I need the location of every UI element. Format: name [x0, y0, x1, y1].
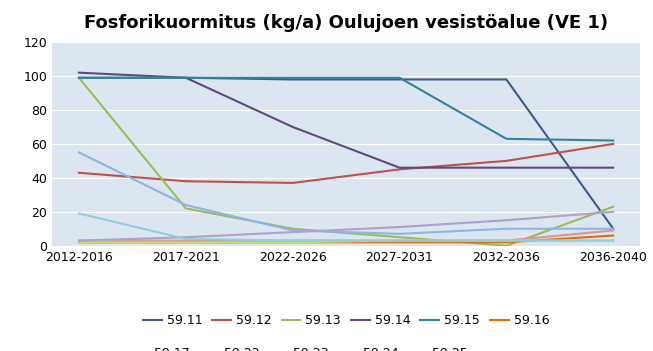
59.13: [609, 205, 617, 209]
Line: 59.12: 59.12: [79, 144, 613, 183]
59.13: [502, 244, 510, 248]
59.16: [75, 240, 83, 244]
59.23: [502, 239, 510, 243]
59.22: [396, 239, 404, 243]
59.17: [75, 150, 83, 154]
59.23: [75, 240, 83, 244]
59.23: [396, 239, 404, 243]
59.13: [396, 235, 404, 239]
Line: 59.22: 59.22: [79, 230, 613, 241]
59.24: [75, 239, 83, 243]
59.24: [289, 230, 296, 234]
59.22: [609, 228, 617, 232]
59.12: [609, 142, 617, 146]
59.17: [396, 232, 404, 236]
59.14: [502, 166, 510, 170]
59.25: [182, 237, 190, 241]
59.23: [609, 239, 617, 243]
Line: 59.17: 59.17: [79, 152, 613, 234]
59.22: [75, 239, 83, 243]
59.17: [289, 228, 296, 232]
59.16: [609, 233, 617, 238]
Line: 59.16: 59.16: [79, 236, 613, 242]
59.24: [502, 218, 510, 223]
59.15: [609, 138, 617, 143]
59.17: [502, 227, 510, 231]
59.17: [609, 227, 617, 231]
Title: Fosforikuormitus (kg/a) Oulujoen vesistöalue (VE 1): Fosforikuormitus (kg/a) Oulujoen vesistö…: [84, 14, 608, 32]
59.14: [609, 166, 617, 170]
59.14: [75, 71, 83, 75]
Legend: 59.17, 59.22, 59.23, 59.24, 59.25: 59.17, 59.22, 59.23, 59.24, 59.25: [125, 342, 473, 351]
59.15: [396, 76, 404, 80]
Line: 59.25: 59.25: [79, 213, 613, 241]
59.25: [502, 239, 510, 243]
59.11: [609, 227, 617, 231]
59.11: [396, 77, 404, 81]
59.12: [289, 181, 296, 185]
59.16: [182, 240, 190, 244]
59.22: [502, 239, 510, 243]
59.12: [75, 171, 83, 175]
59.14: [182, 76, 190, 80]
59.15: [182, 76, 190, 80]
Line: 59.24: 59.24: [79, 212, 613, 241]
Line: 59.15: 59.15: [79, 78, 613, 140]
59.13: [289, 227, 296, 231]
59.12: [396, 167, 404, 172]
Line: 59.14: 59.14: [79, 73, 613, 168]
Line: 59.11: 59.11: [79, 78, 613, 229]
59.22: [289, 239, 296, 243]
59.23: [289, 240, 296, 244]
Line: 59.13: 59.13: [79, 78, 613, 246]
59.11: [502, 77, 510, 81]
59.24: [396, 225, 404, 229]
59.11: [75, 76, 83, 80]
59.24: [182, 235, 190, 239]
59.15: [502, 137, 510, 141]
59.13: [75, 76, 83, 80]
59.12: [502, 159, 510, 163]
59.25: [396, 239, 404, 243]
59.11: [182, 76, 190, 80]
59.25: [289, 239, 296, 243]
59.25: [609, 239, 617, 243]
59.11: [289, 77, 296, 81]
59.15: [289, 76, 296, 80]
59.23: [182, 240, 190, 244]
59.22: [182, 239, 190, 243]
59.16: [502, 240, 510, 244]
59.24: [609, 210, 617, 214]
59.12: [182, 179, 190, 183]
59.17: [182, 203, 190, 207]
59.16: [289, 240, 296, 244]
59.14: [289, 125, 296, 129]
59.15: [75, 76, 83, 80]
59.25: [75, 211, 83, 216]
59.13: [182, 206, 190, 211]
59.16: [396, 240, 404, 244]
59.14: [396, 166, 404, 170]
Line: 59.23: 59.23: [79, 241, 613, 242]
